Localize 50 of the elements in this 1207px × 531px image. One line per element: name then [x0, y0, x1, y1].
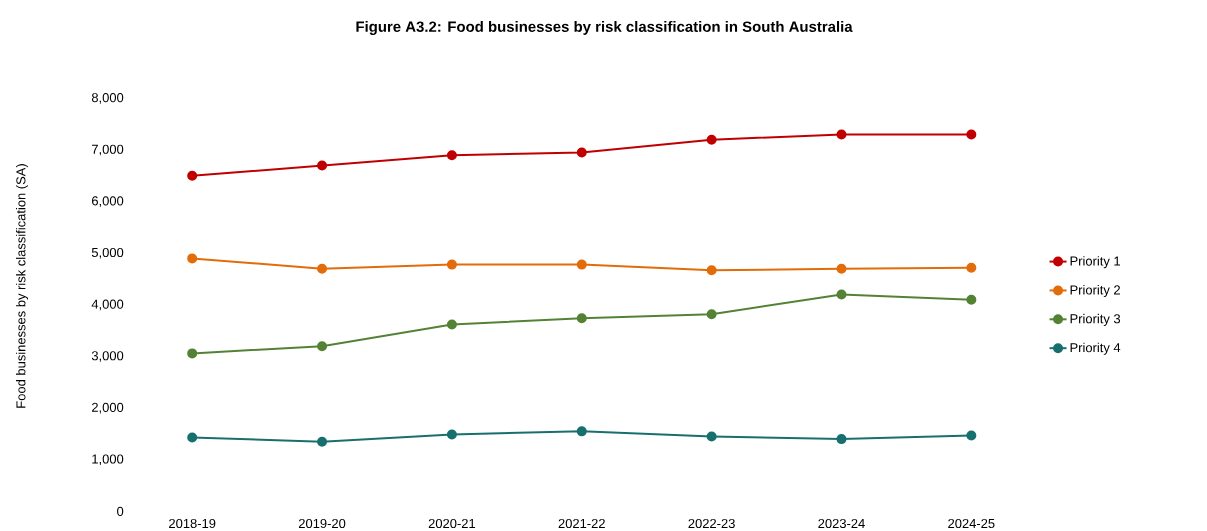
legend-label: Priority 4 — [1070, 342, 1121, 355]
point — [706, 309, 717, 320]
point — [966, 262, 977, 273]
point — [576, 426, 587, 437]
y-tick-label: 5,000 — [91, 247, 124, 259]
y-tick-label: 0 — [117, 506, 124, 516]
x-tick-label: 2023-24 — [818, 518, 865, 529]
y-tick-label: 6,000 — [92, 196, 124, 207]
point — [446, 150, 457, 161]
x-tick-label: 2022-23 — [688, 518, 735, 529]
y-tick-label: 2,000 — [92, 402, 124, 414]
point — [317, 436, 328, 447]
point — [187, 170, 198, 181]
legend-label: Priority 1 — [1070, 256, 1120, 269]
point — [706, 265, 717, 276]
x-tick-label: 2019-20 — [298, 518, 346, 529]
point — [966, 294, 977, 305]
point — [317, 160, 328, 171]
point — [187, 253, 198, 264]
x-tick-label: 2021-22 — [558, 518, 605, 529]
point — [836, 263, 847, 274]
x-tick-label: 2018-19 — [169, 518, 216, 529]
point — [317, 263, 328, 274]
point — [706, 134, 717, 145]
point — [317, 341, 328, 352]
chart-title: Figure A3.2: Food businesses by risk classification in South Australia — [356, 20, 853, 35]
point — [576, 147, 587, 158]
point — [706, 431, 717, 442]
y-axis-title: Food businesses by risk classification (SA) — [15, 164, 29, 408]
point — [446, 319, 457, 330]
point — [966, 430, 977, 441]
y-tick-label: 4,000 — [91, 299, 124, 311]
x-tick-label: 2020-21 — [428, 518, 476, 529]
point — [187, 348, 198, 359]
y-tick-label: 1,000 — [92, 454, 124, 466]
legend-label: Priority 3 — [1070, 313, 1121, 326]
x-tick-label: 2024-25 — [948, 518, 995, 529]
point — [446, 259, 457, 270]
point — [576, 259, 587, 270]
legend-label: Priority 2 — [1070, 285, 1120, 298]
y-tick-label: 8,000 — [91, 93, 124, 104]
y-tick-label: 3,000 — [91, 351, 124, 362]
point — [836, 289, 847, 300]
y-tick-label: 7,000 — [92, 144, 124, 156]
point — [187, 432, 198, 443]
point — [576, 313, 587, 324]
point — [836, 434, 847, 445]
point — [836, 129, 847, 140]
point — [966, 129, 977, 140]
point — [446, 429, 457, 440]
